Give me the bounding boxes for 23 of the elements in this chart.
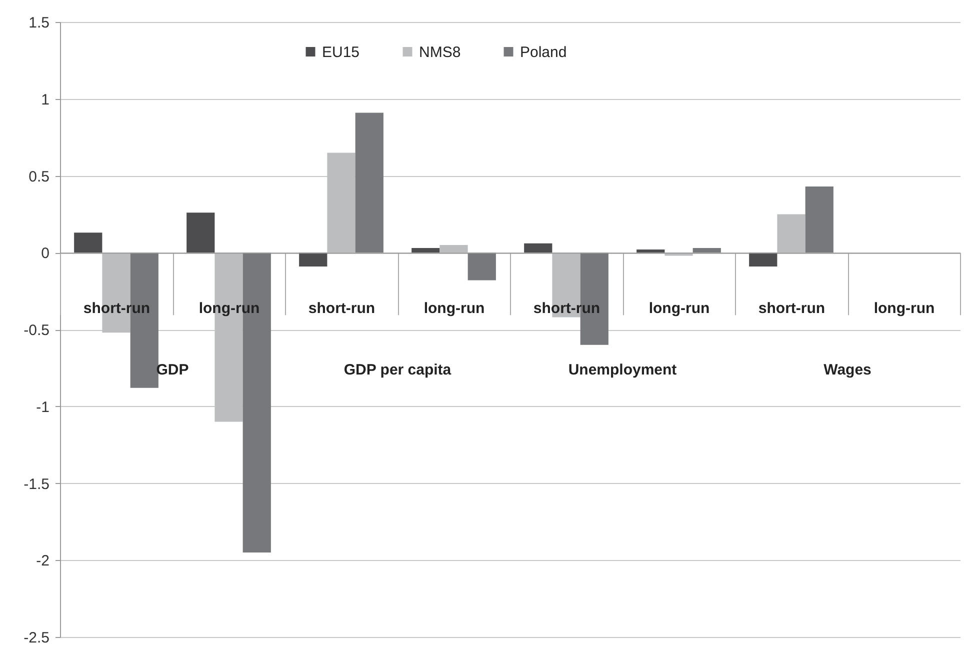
annotation: Wages <box>824 362 872 379</box>
x-tick-label: long-run <box>424 300 485 318</box>
x-tick-label: short-run <box>533 300 600 318</box>
annotation: GDP per capita <box>344 362 452 379</box>
annotation: Unemployment <box>568 362 677 379</box>
y-tick-label: 1.5 <box>28 14 50 32</box>
y-tick-label: -0.5 <box>24 322 50 339</box>
y-tick-label: 0.5 <box>28 168 50 186</box>
y-tick-label: 0 <box>41 245 50 262</box>
y-tick-label: -1.5 <box>24 476 50 493</box>
y-tick-label: -1 <box>36 398 50 416</box>
x-tick-label: long-run <box>648 300 710 318</box>
x-tick-label: long-run <box>198 300 260 318</box>
y-tick-label: -2 <box>36 552 50 570</box>
legend-label: NMS8 <box>419 44 461 61</box>
x-tick-label: long-run <box>874 300 935 318</box>
x-tick-label: short-run <box>758 300 826 318</box>
y-tick-label: 1 <box>41 91 50 108</box>
legend-label: EU15 <box>322 44 360 61</box>
x-tick-label: short-run <box>83 300 150 318</box>
y-tick-label: -2.5 <box>24 630 50 646</box>
x-tick-label: short-run <box>308 300 376 318</box>
legend-label: Poland <box>520 44 567 61</box>
